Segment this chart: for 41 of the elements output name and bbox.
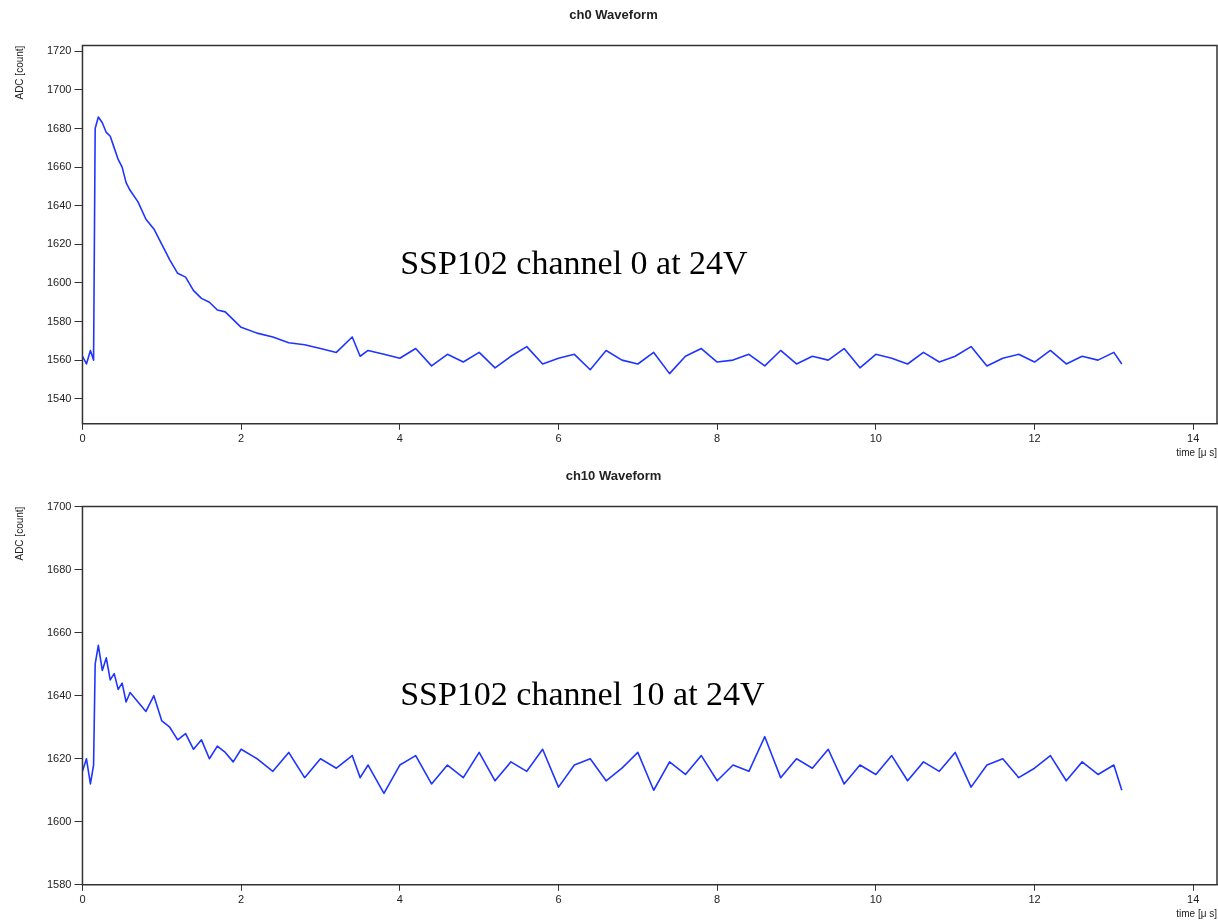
x-axis-title: time [μ s] (1176, 907, 1218, 919)
x-tick-label: 4 (396, 893, 403, 906)
y-tick-label: 1660 (46, 160, 72, 173)
x-tick-label: 6 (555, 432, 562, 445)
annotation: SSP102 channel 10 at 24V (400, 674, 766, 712)
y-tick-label: 1660 (46, 625, 72, 638)
y-tick-label: 1620 (46, 751, 72, 764)
x-axis-title: time [μ s] (1176, 446, 1218, 458)
y-tick-label: 1680 (46, 562, 72, 575)
y-tick-label: 1700 (46, 499, 72, 512)
annotation: SSP102 channel 0 at 24V (400, 243, 749, 281)
chart-title: ch0 Waveform (569, 7, 658, 23)
x-tick-label: 10 (869, 432, 882, 445)
chart-title: ch10 Waveform (565, 468, 662, 484)
y-tick-label: 1640 (46, 688, 72, 701)
x-tick-label: 12 (1028, 432, 1041, 445)
x-tick-label: 8 (714, 893, 721, 906)
y-tick-label: 1560 (46, 353, 72, 366)
y-tick-label: 1700 (46, 83, 72, 96)
y-tick-label: 1580 (46, 877, 72, 890)
y-axis-title: ADC [count] (13, 45, 25, 100)
x-tick-label: 12 (1028, 893, 1041, 906)
x-tick-label: 6 (555, 893, 562, 906)
x-tick-label: 4 (396, 432, 403, 445)
y-tick-label: 1680 (46, 121, 72, 134)
y-tick-label: 1720 (46, 44, 72, 57)
x-tick-label: 8 (714, 432, 721, 445)
y-tick-label: 1600 (46, 275, 72, 288)
y-tick-label: 1580 (46, 314, 72, 327)
y-tick-label: 1540 (46, 391, 72, 404)
x-tick-label: 10 (869, 893, 882, 906)
y-axis-title: ADC [count] (13, 506, 25, 561)
x-tick-label: 14 (1187, 893, 1200, 906)
y-tick-label: 1600 (46, 814, 72, 827)
x-tick-label: 2 (238, 893, 245, 906)
x-tick-label: 0 (79, 432, 86, 445)
y-tick-label: 1640 (46, 198, 72, 211)
x-tick-label: 0 (79, 893, 86, 906)
x-tick-label: 2 (238, 432, 245, 445)
x-tick-label: 14 (1187, 432, 1200, 445)
y-tick-label: 1620 (46, 237, 72, 250)
